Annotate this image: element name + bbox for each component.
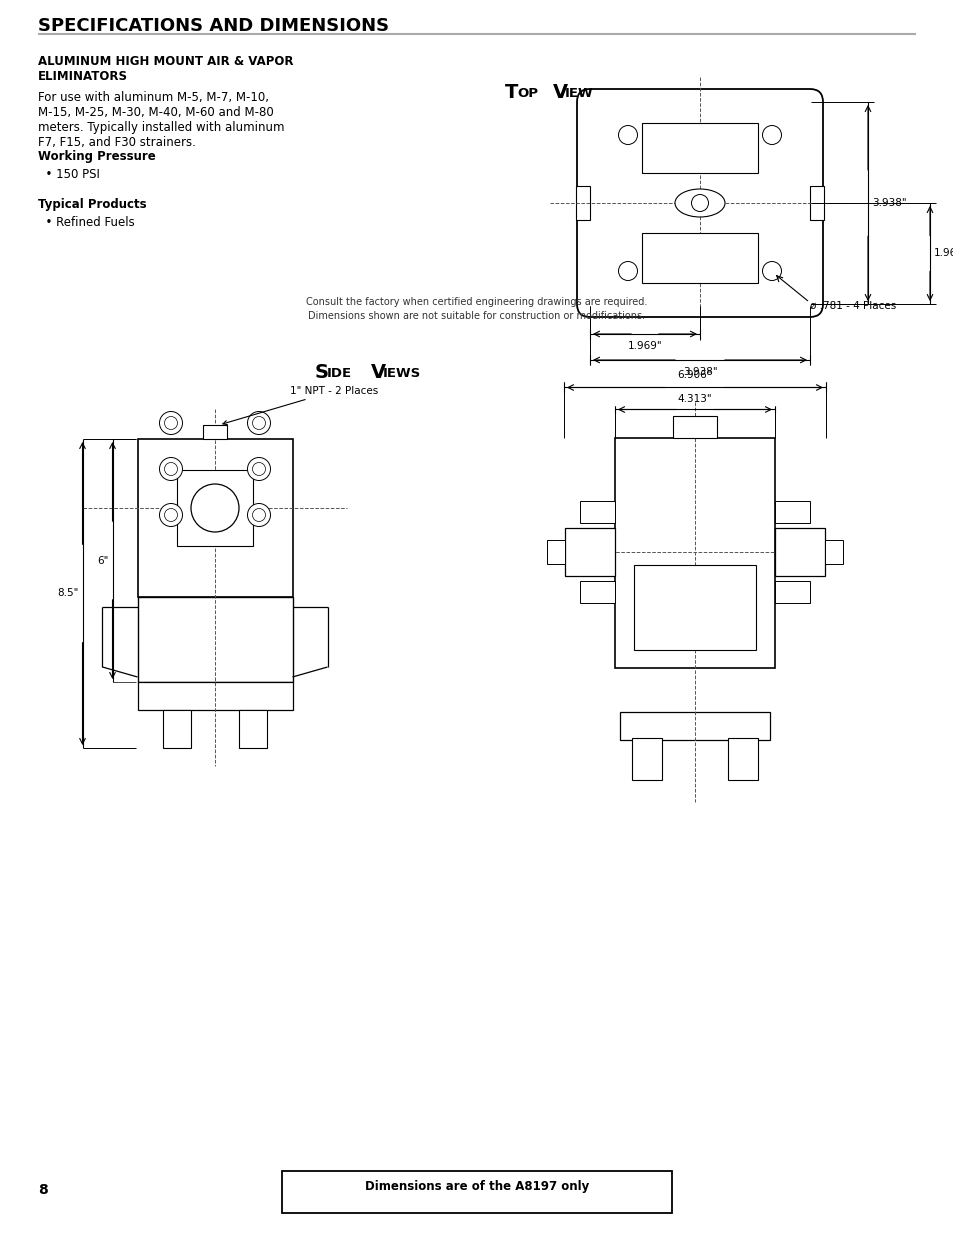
Circle shape — [247, 411, 271, 435]
Text: V: V — [553, 83, 568, 103]
Bar — [641, 233, 758, 283]
Text: ø .781 - 4 Places: ø .781 - 4 Places — [809, 301, 895, 311]
Circle shape — [247, 504, 271, 526]
Bar — [137, 438, 293, 597]
Text: • Refined Fuels: • Refined Fuels — [38, 216, 134, 228]
Circle shape — [761, 262, 781, 280]
Bar — [672, 415, 717, 437]
Bar — [239, 710, 267, 748]
Bar — [177, 471, 253, 546]
Circle shape — [159, 457, 182, 480]
Bar — [546, 540, 564, 564]
Text: IDE: IDE — [327, 367, 352, 380]
Circle shape — [191, 484, 239, 532]
Bar — [579, 580, 615, 603]
Circle shape — [691, 194, 708, 211]
Text: 1" NPT - 2 Places: 1" NPT - 2 Places — [223, 387, 377, 425]
Text: 3.938": 3.938" — [682, 367, 717, 377]
FancyBboxPatch shape — [577, 89, 822, 317]
Text: Working Pressure: Working Pressure — [38, 149, 155, 163]
Bar — [576, 186, 589, 220]
Text: OP: OP — [517, 86, 537, 100]
Text: Dimensions are of the A8197 only: Dimensions are of the A8197 only — [364, 1179, 589, 1193]
Bar — [137, 682, 293, 710]
Bar — [579, 501, 615, 522]
Bar — [163, 710, 191, 748]
Text: Consult the factory when certified engineering drawings are required.: Consult the factory when certified engin… — [306, 296, 647, 308]
Circle shape — [618, 262, 637, 280]
Text: 1.969": 1.969" — [933, 248, 953, 258]
Text: 1.969": 1.969" — [627, 341, 661, 351]
Circle shape — [159, 504, 182, 526]
Text: T: T — [504, 83, 517, 103]
Circle shape — [253, 509, 265, 521]
Circle shape — [253, 462, 265, 475]
Circle shape — [164, 416, 177, 430]
Text: 6.906": 6.906" — [677, 370, 712, 380]
Circle shape — [253, 416, 265, 430]
Circle shape — [159, 411, 182, 435]
Text: • 150 PSI: • 150 PSI — [38, 168, 100, 182]
Bar — [774, 529, 824, 576]
Circle shape — [164, 509, 177, 521]
Bar — [809, 186, 823, 220]
Text: IEWS: IEWS — [382, 367, 421, 380]
Text: Typical Products: Typical Products — [38, 198, 147, 211]
Ellipse shape — [675, 189, 724, 217]
Circle shape — [247, 457, 271, 480]
Bar — [634, 564, 755, 650]
Bar — [774, 501, 809, 522]
Circle shape — [761, 126, 781, 144]
Bar — [137, 597, 293, 682]
Text: 8: 8 — [38, 1183, 48, 1197]
Bar — [619, 711, 769, 740]
Text: Dimensions shown are not suitable for construction or modifications.: Dimensions shown are not suitable for co… — [308, 311, 645, 321]
Bar — [727, 737, 758, 779]
Circle shape — [164, 462, 177, 475]
Text: IEW: IEW — [564, 86, 593, 100]
Bar — [631, 737, 661, 779]
Text: 4.313": 4.313" — [677, 394, 712, 404]
Bar — [282, 1171, 671, 1213]
Text: 6": 6" — [97, 556, 109, 566]
Bar — [824, 540, 842, 564]
Text: V: V — [371, 363, 386, 382]
Bar — [615, 437, 774, 667]
Text: For use with aluminum M-5, M-7, M-10,
M-15, M-25, M-30, M-40, M-60 and M-80
mete: For use with aluminum M-5, M-7, M-10, M-… — [38, 91, 284, 149]
Circle shape — [618, 126, 637, 144]
Text: S: S — [314, 363, 329, 382]
Text: SPECIFICATIONS AND DIMENSIONS: SPECIFICATIONS AND DIMENSIONS — [38, 17, 389, 35]
Text: 8.5": 8.5" — [57, 589, 78, 599]
Bar — [564, 529, 615, 576]
Text: ALUMINUM HIGH MOUNT AIR & VAPOR
ELIMINATORS: ALUMINUM HIGH MOUNT AIR & VAPOR ELIMINAT… — [38, 56, 294, 83]
Bar — [641, 124, 758, 173]
Text: 3.938": 3.938" — [871, 198, 905, 207]
Bar — [203, 425, 227, 438]
Bar — [774, 580, 809, 603]
